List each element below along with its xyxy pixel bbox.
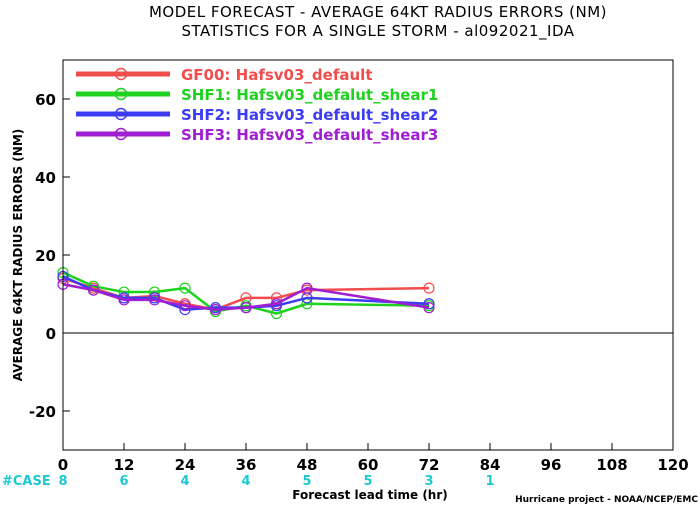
data-point: [423, 302, 435, 314]
x-tick-label: 36: [236, 456, 257, 474]
series-line: [62, 283, 430, 311]
case-count: 6: [119, 474, 128, 489]
data-point: [118, 294, 130, 306]
y-tick-label: -20: [29, 403, 56, 421]
y-tick-label: 60: [35, 91, 56, 109]
case-count: 4: [180, 474, 189, 489]
legend-entry: SHF2: Hafsv03_default_shear2: [76, 106, 438, 124]
legend-marker: [114, 127, 128, 141]
case-count: 1: [485, 474, 494, 489]
x-tick-label: 24: [175, 456, 196, 474]
legend-marker: [114, 67, 128, 81]
y-tick-label: 0: [46, 325, 56, 343]
case-count: 5: [302, 474, 311, 489]
chart-title: MODEL FORECAST - AVERAGE 64KT RADIUS ERR…: [149, 3, 607, 21]
x-tick-label: 120: [657, 456, 688, 474]
legend-marker: [114, 87, 128, 101]
legend-label: SHF1: Hafsv03_defalut_shear1: [181, 86, 438, 104]
legend-entry: SHF1: Hafsv03_defalut_shear1: [76, 86, 438, 104]
case-count: 5: [363, 474, 372, 489]
x-tick-label: 12: [114, 456, 135, 474]
case-count-label: #CASE: [2, 474, 51, 489]
data-point: [240, 302, 252, 314]
data-point: [87, 284, 100, 296]
x-tick-label: 48: [297, 456, 318, 474]
case-count: 8: [58, 474, 67, 489]
y-axis-label: AVERAGE 64KT RADIUS ERRORS (NM): [11, 129, 25, 381]
data-point: [423, 298, 435, 310]
x-tick-label: 84: [480, 456, 501, 474]
plot-frame: [62, 59, 674, 451]
series-line: [62, 271, 430, 315]
legend-label: SHF2: Hafsv03_default_shear2: [181, 106, 438, 124]
credit-text: Hurricane project - NOAA/NCEP/EMC: [515, 495, 698, 505]
legend-entry: GF00: Hafsv03_default: [76, 66, 372, 84]
case-count: 3: [424, 474, 433, 489]
legend-entry: SHF3: Hafsv03_default_shear3: [76, 126, 438, 144]
data-point: [270, 298, 283, 310]
x-axis-label: Forecast lead time (hr): [292, 488, 448, 502]
data-point: [301, 282, 313, 294]
x-tick-label: 108: [596, 456, 627, 474]
legend-marker: [114, 107, 128, 121]
data-point: [423, 282, 435, 294]
chart-subtitle: STATISTICS FOR A SINGLE STORM - al092021…: [181, 22, 574, 41]
data-point: [179, 300, 191, 312]
y-tick-label: 40: [35, 169, 56, 187]
x-tick-label: 72: [419, 456, 440, 474]
x-tick-label: 96: [541, 456, 562, 474]
data-point: [209, 304, 222, 316]
legend-label: SHF3: Hafsv03_default_shear3: [181, 126, 438, 144]
data-point: [148, 294, 161, 306]
case-count: 4: [241, 474, 250, 489]
y-tick-label: 20: [35, 247, 56, 265]
x-tick-label: 0: [58, 456, 68, 474]
data-point: [179, 282, 191, 294]
legend-label: GF00: Hafsv03_default: [181, 66, 372, 84]
x-tick-label: 60: [358, 456, 379, 474]
